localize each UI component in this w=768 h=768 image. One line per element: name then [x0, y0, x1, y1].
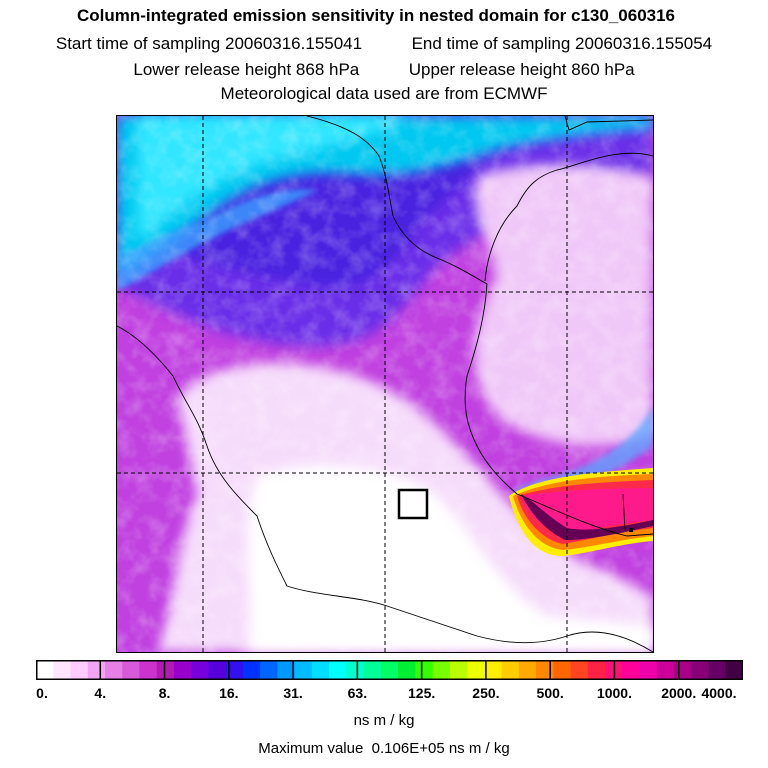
colorbar-cell [518, 660, 537, 680]
emission-sensitivity-map [116, 115, 654, 653]
colorbar-cell [725, 660, 743, 680]
plot-title: Column-integrated emission sensitivity i… [76, 6, 676, 25]
colorbar-cell [674, 660, 692, 680]
colorbar-cell [708, 660, 727, 680]
colorbar-label: 250. [472, 685, 500, 701]
plume-dark-core [521, 494, 653, 540]
release-point-marker [629, 528, 633, 532]
colorbar-cell [398, 660, 416, 680]
colorbar-label: 63. [347, 685, 368, 701]
coastlines [117, 116, 653, 652]
colorbar-cell [260, 660, 279, 680]
end-time-label: End time of sampling [411, 34, 571, 53]
colorbar-label: 8. [158, 685, 171, 701]
colorbar-cell [432, 660, 451, 680]
release-height-row: Lower release height 868 hPa Upper relea… [0, 60, 768, 80]
colorbar-cell [139, 660, 158, 680]
meteorological-source: Meteorological data used are from ECMWF [220, 84, 548, 103]
colorbar-cell [346, 660, 365, 680]
colorbar-cell [53, 660, 72, 680]
colorbar-label: 0. [36, 685, 48, 701]
max-value: 0.106E+05 ns m / kg [371, 740, 510, 757]
colorbar-cell [156, 660, 175, 680]
colorbar-cell [70, 660, 89, 680]
colorbar-cell [104, 660, 123, 680]
colorbar-cell [467, 660, 485, 680]
max-label: Maximum value [258, 740, 364, 757]
colorbar-cell [553, 660, 572, 680]
colorbar-label: 125. [408, 685, 436, 701]
colorbar-label: 2000. [661, 685, 697, 701]
lower-height-value: 868 hPa [295, 60, 360, 79]
colorbar-cell [691, 660, 710, 680]
graticule [117, 116, 653, 652]
colorbar [36, 660, 743, 680]
colorbar-cell [587, 660, 606, 680]
colorbar-cell [191, 660, 210, 680]
colorbar-cell [208, 660, 227, 680]
colorbar-cell [294, 660, 313, 680]
colorbar-cell [570, 660, 589, 680]
colorbar-cell [87, 660, 106, 680]
upper-height-label: Upper release height [408, 60, 567, 79]
colorbar-cell [173, 660, 192, 680]
colorbar-cell [380, 660, 399, 680]
receptor-box [397, 488, 429, 520]
colorbar-label: 500. [536, 685, 564, 701]
maximum-value: Maximum value 0.106E+05 ns m / kg [0, 740, 768, 757]
colorbar-label: 31. [283, 685, 303, 701]
start-time-label: Start time of sampling [55, 34, 221, 53]
colorbar-cell [277, 660, 296, 680]
colorbar-label: 4. [94, 685, 107, 701]
colorbar-cell [329, 660, 347, 680]
colorbar-cell [622, 660, 641, 680]
colorbar-cell [536, 660, 554, 680]
colorbar-label: 4000. [701, 685, 737, 701]
end-time-value: 20060316.155054 [575, 34, 713, 53]
colorbar-cell [449, 660, 468, 680]
colorbar-cell [415, 660, 434, 680]
upper-height-value: 860 hPa [571, 60, 635, 79]
colorbar-cell [501, 660, 520, 680]
colorbar-units: ns m / kg [353, 712, 415, 729]
colorbar-cell [242, 660, 261, 680]
colorbar-cell [36, 660, 54, 680]
colorbar-cell [225, 660, 244, 680]
colorbar-label: 16. [219, 685, 239, 701]
colorbar-cell [311, 660, 330, 680]
colorbar-cell [484, 660, 503, 680]
colorbar-label: 1000. [596, 685, 632, 701]
colorbar-cell [122, 660, 141, 680]
colorbar-cell [656, 660, 675, 680]
colorbar-cell [639, 660, 658, 680]
colorbar-cell [363, 660, 382, 680]
sampling-time-row: Start time of sampling 20060316.155041 E… [0, 34, 768, 54]
lower-height-label: Lower release height [133, 60, 292, 79]
start-time-value: 20060316.155041 [225, 34, 363, 53]
